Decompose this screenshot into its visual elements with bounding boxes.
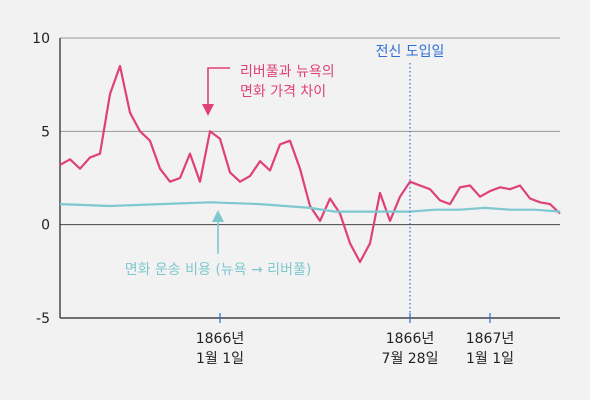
transport-cost-arrow-head [212,210,224,222]
price-gap-label: 리버풀과 뉴욕의 [240,64,335,80]
series-lines [59,64,561,264]
price-gap-label: 면화 가격 차이 [240,84,326,100]
transport-cost-label: 면화 운송 비용 (뉴욕 → 리버풀) [125,262,312,278]
transport_cost-series-line [59,201,561,213]
gridlines [60,37,560,226]
x-tick-label: 1월 1일 [196,351,244,367]
y-tick-label: -5 [36,311,50,327]
price-gap-arrow-head [202,104,214,116]
x-tick-label: 7월 28일 [382,351,439,367]
x-tick-label: 1866년 [386,331,435,347]
x-tick-label: 1월 1일 [466,351,514,367]
price_gap-series-line [59,64,561,264]
y-tick-label: 5 [41,124,50,140]
axes: 10 5 0 -5 1866년 1월 1일 1866년 7월 28일 1867년 1월 1일 [32,31,560,367]
y-tick-label: 10 [32,31,50,47]
x-tick-label: 1866년 [196,331,245,347]
telegraph-label: 전신 도입일 [376,44,445,60]
y-tick-label: 0 [41,218,50,234]
x-tick-label: 1867년 [466,331,515,347]
price-gap-arrow-line [207,67,230,108]
